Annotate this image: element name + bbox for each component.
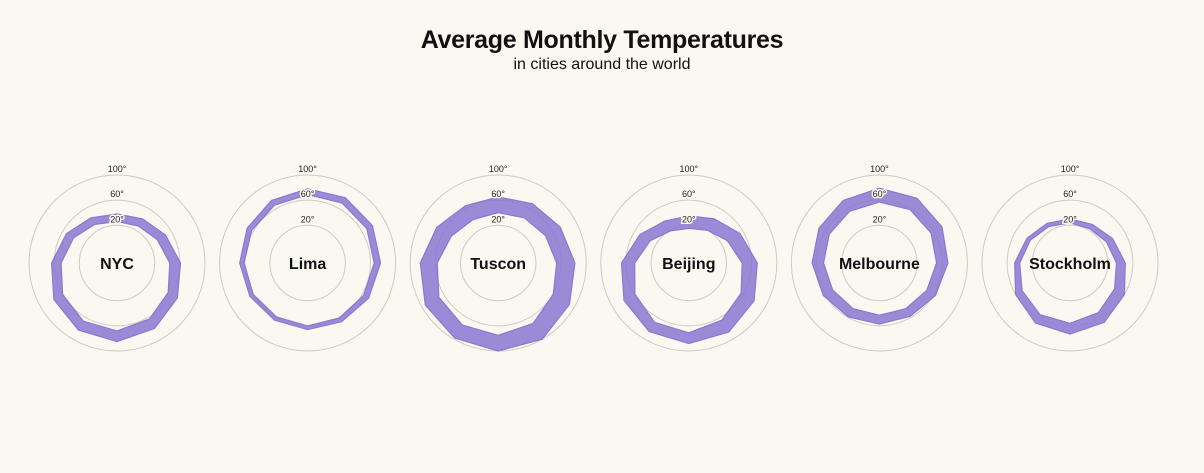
ring-tick-label: 20° — [682, 214, 696, 224]
radial-chart-tuscon: 20° 60° 100° Tuscon — [409, 163, 587, 352]
ring-tick-label: 60° — [301, 189, 315, 199]
radial-chart-melbourne: 20° 60° 100° Melbourne — [790, 163, 968, 352]
ring-tick-label: 100° — [1061, 164, 1080, 174]
ring-tick-label: 60° — [491, 189, 505, 199]
grid-ring — [459, 224, 537, 302]
ring-tick-label: 100° — [870, 164, 889, 174]
ring-tick-label: 20° — [110, 214, 124, 224]
temperature-band-lima — [239, 188, 382, 331]
radial-chart-stockholm: 20° 60° 100° Stockholm — [981, 163, 1159, 352]
ring-tick-label: 20° — [873, 214, 887, 224]
ring-tick-label: 20° — [301, 214, 315, 224]
grid-ring — [1031, 224, 1109, 302]
temperature-band-stockholm — [1014, 218, 1126, 335]
city-label: Beijing — [662, 256, 715, 273]
ring-tick-label: 60° — [682, 189, 696, 199]
ring-tick-label: 100° — [108, 164, 127, 174]
grid-ring — [600, 174, 778, 352]
ring-tick-label: 20° — [491, 214, 505, 224]
city-label: Tuscon — [470, 256, 526, 273]
ring-tick-label: 60° — [110, 189, 124, 199]
radial-chart-lima: 20° 60° 100° Lima — [219, 163, 397, 352]
radial-chart-beijing: 20° 60° 100° Beijing — [600, 163, 778, 352]
temperature-band-melbourne — [811, 187, 949, 325]
ring-tick-label: 60° — [873, 189, 887, 199]
ring-tick-label: 100° — [298, 164, 317, 174]
temperature-band-tuscon — [419, 196, 576, 352]
grid-ring — [219, 174, 397, 352]
city-label: Melbourne — [839, 256, 920, 273]
grid-ring — [790, 174, 968, 352]
ring-tick-label: 100° — [679, 164, 698, 174]
ring-tick-label: 100° — [489, 164, 508, 174]
radial-chart-nyc: 20° 60° 100° NYC — [28, 163, 206, 352]
chart-title: Average Monthly Temperatures — [420, 26, 784, 54]
grid-ring — [841, 224, 918, 302]
ring-tick-label: 60° — [1063, 189, 1077, 199]
city-label: Lima — [289, 256, 326, 273]
temperature-band-nyc — [51, 213, 182, 343]
city-label: NYC — [100, 256, 134, 273]
city-label: Stockholm — [1029, 256, 1111, 273]
chart-subtitle: in cities around the world — [513, 56, 691, 73]
ring-tick-label: 20° — [1063, 214, 1077, 224]
grid-ring — [78, 224, 156, 302]
grid-ring — [981, 174, 1159, 352]
temperature-band-beijing — [620, 215, 758, 345]
grid-ring — [28, 174, 206, 352]
grid-ring — [269, 224, 346, 302]
